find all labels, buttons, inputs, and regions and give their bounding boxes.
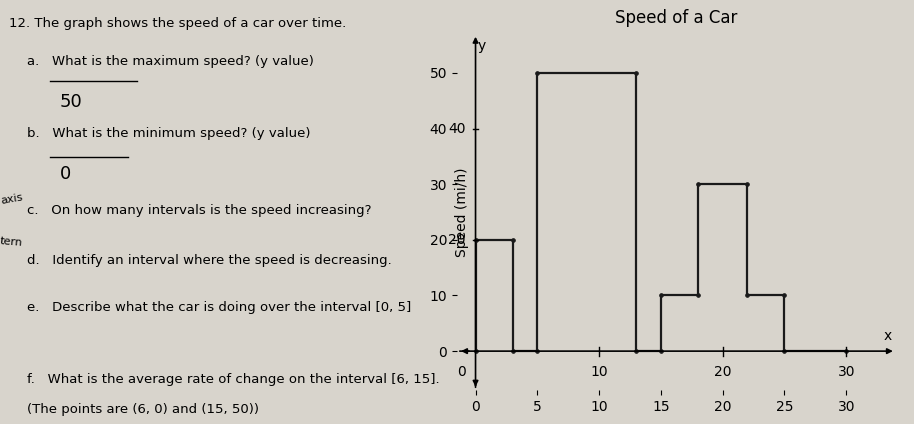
Text: 0: 0 xyxy=(457,365,465,379)
Text: d.   Identify an interval where the speed is decreasing.: d. Identify an interval where the speed … xyxy=(27,254,392,268)
Text: c.   On how many intervals is the speed increasing?: c. On how many intervals is the speed in… xyxy=(27,204,372,217)
Text: e.   Describe what the car is doing over the interval [0, 5]: e. Describe what the car is doing over t… xyxy=(27,301,411,314)
Text: Speed of a Car: Speed of a Car xyxy=(615,9,738,27)
Text: tern: tern xyxy=(0,236,24,248)
Text: (The points are (6, 0) and (15, 50)): (The points are (6, 0) and (15, 50)) xyxy=(27,403,260,416)
Text: 0: 0 xyxy=(59,165,70,183)
Text: 30: 30 xyxy=(837,365,855,379)
Text: 20: 20 xyxy=(714,365,731,379)
Text: a.   What is the maximum speed? (y value): a. What is the maximum speed? (y value) xyxy=(27,55,314,68)
Text: y: y xyxy=(478,39,486,53)
Text: x: x xyxy=(884,329,892,343)
Text: 12. The graph shows the speed of a car over time.: 12. The graph shows the speed of a car o… xyxy=(9,17,346,30)
Text: 50: 50 xyxy=(59,93,82,111)
Text: b.   What is the minimum speed? (y value): b. What is the minimum speed? (y value) xyxy=(27,127,311,140)
Text: axis: axis xyxy=(0,192,24,206)
Text: Speed (mi/h): Speed (mi/h) xyxy=(454,167,469,257)
Text: 10: 10 xyxy=(590,365,608,379)
Text: 40: 40 xyxy=(448,122,465,136)
Text: f.   What is the average rate of change on the interval [6, 15].: f. What is the average rate of change on… xyxy=(27,373,440,386)
Text: 20: 20 xyxy=(448,233,465,247)
